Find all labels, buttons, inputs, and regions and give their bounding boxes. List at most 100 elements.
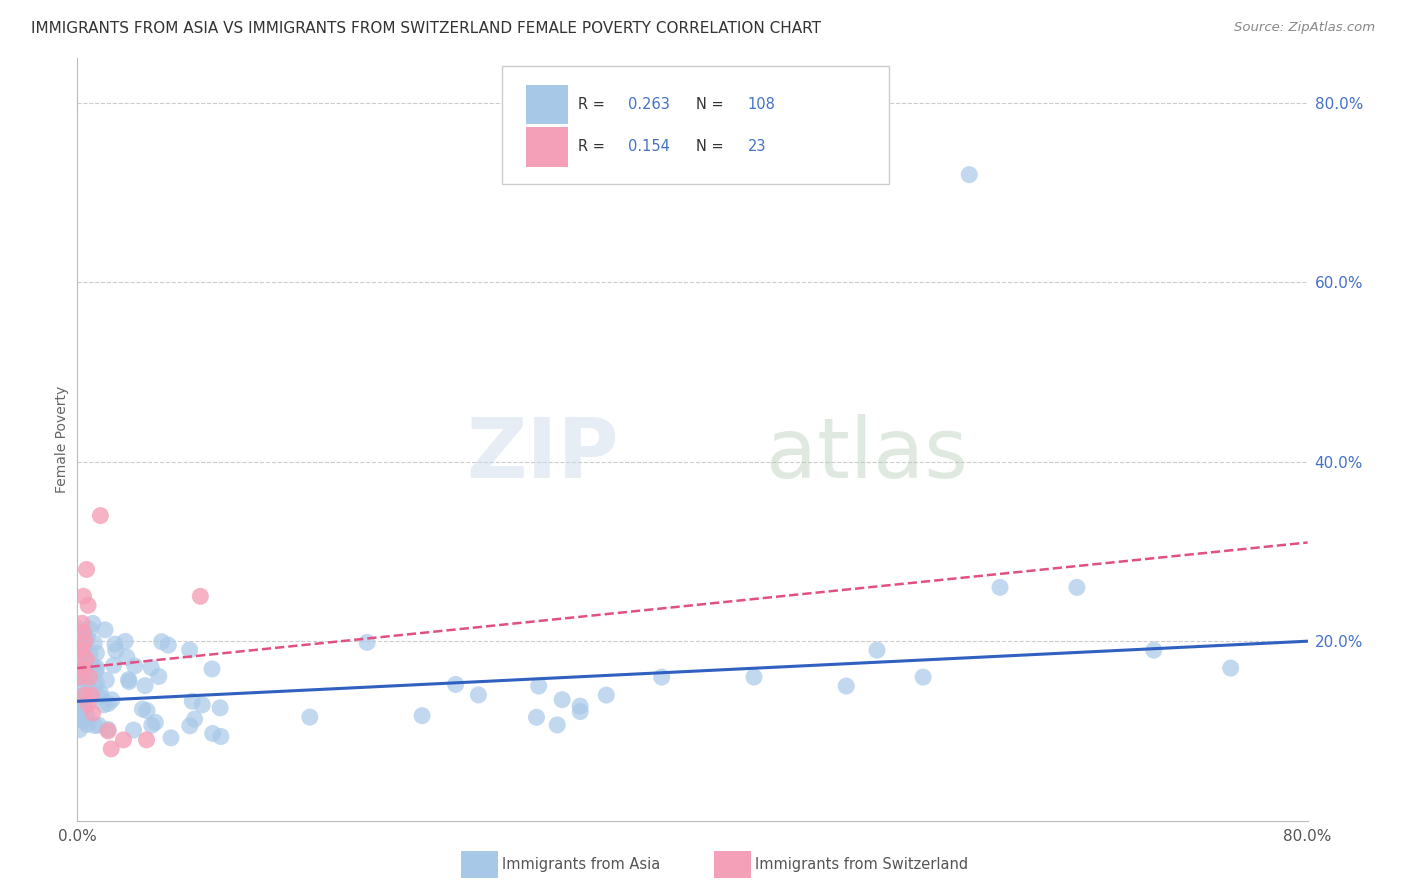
Point	[209, 701, 232, 715]
Point	[73, 639, 96, 653]
Point	[70, 661, 93, 675]
Point	[1219, 661, 1241, 675]
Y-axis label: Female Poverty: Female Poverty	[55, 385, 69, 493]
Point	[835, 679, 858, 693]
Point	[124, 659, 146, 673]
Point	[651, 670, 673, 684]
Point	[117, 673, 139, 687]
Point	[97, 697, 120, 711]
Point	[72, 672, 94, 686]
Point	[67, 628, 90, 642]
Point	[76, 652, 98, 666]
Point	[73, 701, 96, 715]
FancyBboxPatch shape	[526, 85, 568, 125]
Point	[104, 643, 127, 657]
Text: 108: 108	[748, 97, 776, 112]
Point	[157, 638, 180, 652]
Point	[134, 679, 156, 693]
Point	[131, 702, 153, 716]
Point	[70, 626, 93, 640]
Point	[546, 718, 568, 732]
Point	[67, 626, 90, 640]
Text: 23: 23	[748, 139, 766, 154]
Point	[76, 717, 98, 731]
Text: R =: R =	[578, 97, 610, 112]
Point	[100, 742, 122, 756]
Point	[69, 696, 91, 710]
Point	[72, 650, 94, 665]
Point	[87, 718, 110, 732]
Point	[97, 723, 120, 737]
Point	[69, 693, 91, 707]
Point	[115, 650, 138, 665]
Point	[1143, 643, 1166, 657]
Point	[82, 616, 104, 631]
Point	[70, 689, 93, 703]
Point	[83, 636, 105, 650]
Point	[101, 693, 124, 707]
Point	[191, 698, 214, 712]
Point	[181, 694, 204, 708]
Text: Immigrants from Asia: Immigrants from Asia	[502, 857, 661, 871]
Point	[80, 688, 103, 702]
Point	[104, 637, 127, 651]
Point	[67, 712, 90, 726]
Point	[93, 698, 115, 712]
Point	[70, 696, 93, 710]
Point	[76, 562, 98, 576]
Point	[988, 580, 1011, 594]
Point	[77, 599, 100, 613]
Point	[957, 168, 980, 182]
Point	[67, 669, 90, 683]
FancyBboxPatch shape	[502, 66, 890, 184]
Point	[73, 697, 96, 711]
Point	[70, 616, 93, 631]
Point	[69, 643, 91, 657]
Point	[160, 731, 183, 745]
Point	[527, 679, 550, 693]
Point	[112, 732, 135, 747]
Point	[209, 730, 232, 744]
Point	[89, 690, 111, 704]
Point	[73, 634, 96, 648]
Point	[82, 659, 104, 673]
Point	[148, 669, 170, 683]
Point	[67, 667, 90, 681]
Text: 0.263: 0.263	[628, 97, 671, 112]
Point	[73, 665, 96, 680]
Point	[150, 634, 173, 648]
Point	[67, 640, 90, 655]
Text: IMMIGRANTS FROM ASIA VS IMMIGRANTS FROM SWITZERLAND FEMALE POVERTY CORRELATION C: IMMIGRANTS FROM ASIA VS IMMIGRANTS FROM …	[31, 21, 821, 36]
Point	[79, 670, 101, 684]
Point	[76, 708, 98, 723]
Text: Source: ZipAtlas.com: Source: ZipAtlas.com	[1234, 21, 1375, 34]
Point	[70, 690, 93, 705]
Point	[72, 625, 94, 640]
Point	[70, 631, 93, 645]
Text: N =: N =	[696, 139, 728, 154]
Point	[89, 508, 111, 523]
Point	[86, 646, 108, 660]
Point	[67, 622, 90, 636]
Point	[73, 635, 96, 649]
Point	[67, 681, 90, 695]
Point	[70, 628, 93, 642]
Point	[595, 688, 617, 702]
Point	[72, 694, 94, 708]
Point	[742, 670, 765, 684]
Point	[298, 710, 321, 724]
Point	[96, 673, 118, 688]
Point	[77, 697, 100, 711]
Text: 0.154: 0.154	[628, 139, 671, 154]
Point	[72, 590, 94, 604]
Point	[90, 686, 112, 700]
Point	[912, 670, 935, 684]
Point	[866, 643, 889, 657]
Point	[135, 732, 157, 747]
Point	[77, 675, 100, 690]
Point	[69, 670, 91, 684]
Point	[72, 713, 94, 727]
Point	[201, 726, 224, 740]
Point	[69, 668, 91, 682]
Point	[136, 704, 159, 718]
